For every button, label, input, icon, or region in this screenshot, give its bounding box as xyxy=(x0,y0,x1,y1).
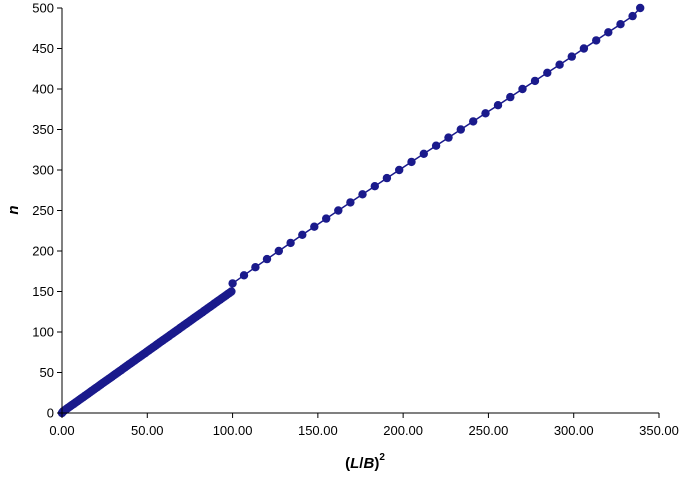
x-tick-label: 300.00 xyxy=(554,423,594,438)
data-point xyxy=(419,149,428,158)
y-tick-label: 450 xyxy=(32,41,54,56)
y-axis-ticks: 0 50 100 150 200 250 300 350 400 450 500 xyxy=(32,1,62,421)
data-point xyxy=(286,238,295,248)
x-axis-title-var-b: B xyxy=(363,455,374,472)
x-tick-label: 250.00 xyxy=(469,423,509,438)
data-point xyxy=(456,125,465,134)
x-tick-label: 350.00 xyxy=(639,423,679,438)
data-point xyxy=(592,36,601,45)
data-point xyxy=(274,246,283,256)
data-point xyxy=(310,222,319,231)
data-point xyxy=(493,101,503,110)
data-point xyxy=(322,214,331,223)
y-tick-label: 400 xyxy=(32,82,54,97)
data-point xyxy=(530,76,540,86)
data-point xyxy=(604,28,613,37)
data-point xyxy=(431,141,441,150)
x-tick-label: 200.00 xyxy=(383,423,423,438)
y-tick-label: 250 xyxy=(32,203,54,218)
x-axis-title-slash: / xyxy=(359,455,364,472)
plot-area xyxy=(57,3,645,418)
data-point xyxy=(346,198,355,207)
data-point xyxy=(579,44,589,53)
x-tick-label: 100.00 xyxy=(213,423,253,438)
y-tick-label: 200 xyxy=(32,244,54,259)
data-point xyxy=(481,109,490,118)
data-point xyxy=(262,254,272,264)
data-point xyxy=(370,182,379,191)
data-point xyxy=(358,190,367,199)
data-point xyxy=(227,287,236,296)
y-tick-label: 0 xyxy=(47,406,54,421)
x-axis-title-open: ( xyxy=(345,455,350,472)
data-point xyxy=(518,84,527,94)
x-axis-ticks: 0.00 50.00 100.00 150.00 200.00 250.00 300.00 3… xyxy=(49,413,679,438)
x-axis-title: (L/B)2 xyxy=(345,452,385,472)
data-point xyxy=(228,279,237,288)
x-tick-label: 150.00 xyxy=(298,423,338,438)
x-axis-title-exponent: 2 xyxy=(379,452,385,463)
data-point xyxy=(395,165,404,175)
y-tick-label: 150 xyxy=(32,284,54,299)
data-point xyxy=(555,60,564,69)
y-axis-title: n xyxy=(5,205,22,214)
data-point xyxy=(543,68,552,78)
data-point xyxy=(506,92,515,102)
data-point xyxy=(636,3,645,13)
x-axis-title-close: ) xyxy=(374,455,379,472)
y-tick-label: 350 xyxy=(32,122,54,137)
data-point xyxy=(251,263,260,272)
data-point xyxy=(616,20,625,29)
x-tick-label: 50.00 xyxy=(131,423,164,438)
y-tick-label: 100 xyxy=(32,325,54,340)
data-point xyxy=(382,173,392,183)
data-point xyxy=(239,271,249,280)
x-tick-label: 0.00 xyxy=(49,423,74,438)
data-point xyxy=(628,11,637,21)
data-point xyxy=(407,157,416,167)
x-axis-title-var-l: L xyxy=(350,455,359,472)
data-point xyxy=(567,52,576,61)
data-point xyxy=(469,117,478,126)
data-point xyxy=(334,206,343,215)
data-point xyxy=(444,133,453,142)
data-point xyxy=(298,230,307,239)
y-tick-label: 500 xyxy=(32,1,54,16)
y-tick-label: 300 xyxy=(32,163,54,178)
y-tick-label: 50 xyxy=(40,365,54,380)
